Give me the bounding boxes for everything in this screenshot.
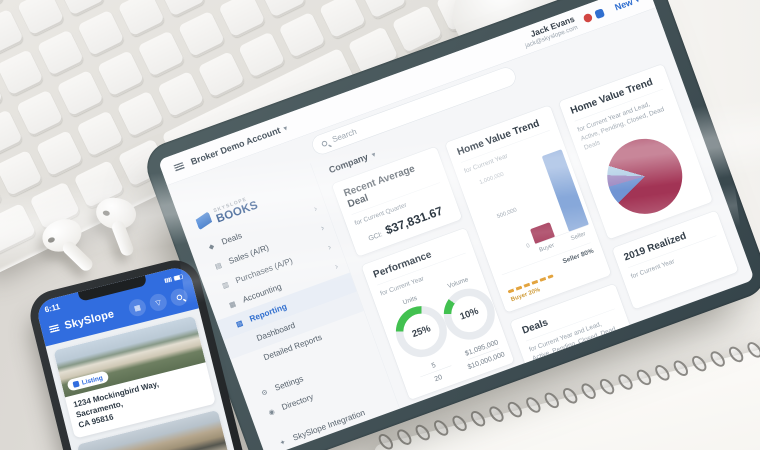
keyboard-key [218, 0, 267, 40]
battery-icon [173, 274, 184, 281]
menu-icon[interactable] [48, 324, 60, 333]
phone-app-title: SkySlope [63, 307, 116, 332]
badge-label: Listing [80, 373, 104, 387]
caret-down-icon: ▾ [370, 150, 377, 159]
sales-icon: ▤ [213, 260, 223, 271]
status-time: 6:11 [43, 302, 61, 315]
keyboard-key [15, 89, 65, 138]
keyboard-key [237, 31, 287, 80]
new-button[interactable]: New ▾ [613, 0, 640, 13]
keyboard-key [177, 10, 226, 59]
spiral-ring [560, 385, 581, 407]
airpod-left [38, 214, 96, 274]
settings-icon: ⚙ [260, 387, 269, 398]
chevron-right-icon: › [333, 261, 340, 272]
keyboard-key [116, 90, 165, 139]
keyboard-key [197, 51, 246, 100]
gauge-percent: 10% [458, 305, 480, 322]
search-placeholder: Search [331, 127, 358, 145]
sidebar-item-label: Deals [220, 231, 244, 247]
keyboard-key [56, 69, 105, 118]
spiral-ring [394, 426, 415, 448]
filter-button[interactable]: ▽ [147, 292, 169, 313]
directory-icon: ◉ [267, 406, 276, 417]
spiral-ring [707, 348, 728, 370]
spiral-ring [504, 399, 525, 421]
spiral-ring [633, 366, 654, 388]
search-icon [320, 139, 328, 147]
spiral-ring [412, 422, 433, 444]
spiral-ring [375, 431, 396, 450]
spiral-ring [578, 380, 599, 402]
spiral-ring [468, 408, 489, 430]
purchases-icon: ▥ [220, 279, 230, 290]
deals-icon: ◆ [207, 241, 216, 251]
sidebar-item-label: Directory [280, 392, 315, 413]
spiral-ring [597, 376, 618, 398]
y-tick: 1,000,000 [478, 171, 505, 186]
search-button[interactable] [168, 286, 190, 308]
gci-label: GCI: [367, 229, 384, 243]
notification-icon[interactable] [582, 12, 594, 24]
keyboard-key [16, 0, 66, 38]
keyboard-key [0, 109, 24, 158]
reporting-icon: ▧ [234, 318, 244, 329]
keyboard-key [278, 11, 327, 60]
chevron-right-icon: › [319, 222, 326, 233]
sidebar-item-label: SkySlope Integration [291, 408, 367, 443]
menu-icon[interactable] [173, 162, 185, 172]
status-icons [164, 274, 184, 283]
keyboard-key [36, 29, 85, 78]
keyboard-key [0, 8, 25, 57]
caret-down-icon: ▾ [282, 123, 289, 132]
keyboard-key [137, 30, 186, 79]
keyboard-key [76, 110, 125, 159]
spiral-ring [486, 403, 507, 425]
listing-badge-icon [72, 380, 80, 388]
airpod-stem [60, 238, 96, 274]
skyslope-logo-icon [194, 211, 213, 230]
accounting-icon: ▦ [227, 299, 237, 309]
spiral-ring [689, 353, 710, 375]
keyboard-key [35, 129, 84, 179]
gauge-percent: 25% [410, 323, 432, 340]
keyboard-key [157, 70, 206, 119]
spiral-ring [615, 371, 636, 393]
spiral-ring [670, 357, 691, 379]
y-tick: 500,000 [496, 206, 518, 220]
spiral-ring [523, 394, 544, 416]
spiral-ring [431, 417, 452, 439]
spiral-ring [652, 362, 673, 384]
keyboard-key [318, 0, 367, 41]
spiral-ring [726, 344, 747, 365]
airpod-stem [110, 219, 136, 258]
new-button-label: New [613, 0, 635, 13]
spiral-ring [541, 389, 562, 411]
apps-icon[interactable] [594, 8, 606, 20]
caret-down-icon: ▾ [634, 0, 640, 4]
chevron-right-icon: › [312, 203, 319, 214]
grid-view-button[interactable]: ▦ [127, 297, 148, 318]
airpod-right [92, 193, 140, 258]
keyboard-key [117, 0, 166, 39]
keyboard-key [0, 149, 44, 198]
integration-icon: ✦ [278, 437, 287, 447]
signal-icon [164, 276, 173, 283]
keyboard-key [0, 49, 45, 98]
keyboard-key [96, 50, 145, 99]
spiral-ring [449, 412, 470, 434]
search-icon [175, 293, 183, 301]
keyboard-key [77, 9, 126, 58]
chevron-right-icon: › [326, 241, 333, 253]
y-tick: 0 [525, 242, 531, 250]
keyboard-key [0, 202, 38, 258]
spiral-ring [744, 339, 760, 361]
